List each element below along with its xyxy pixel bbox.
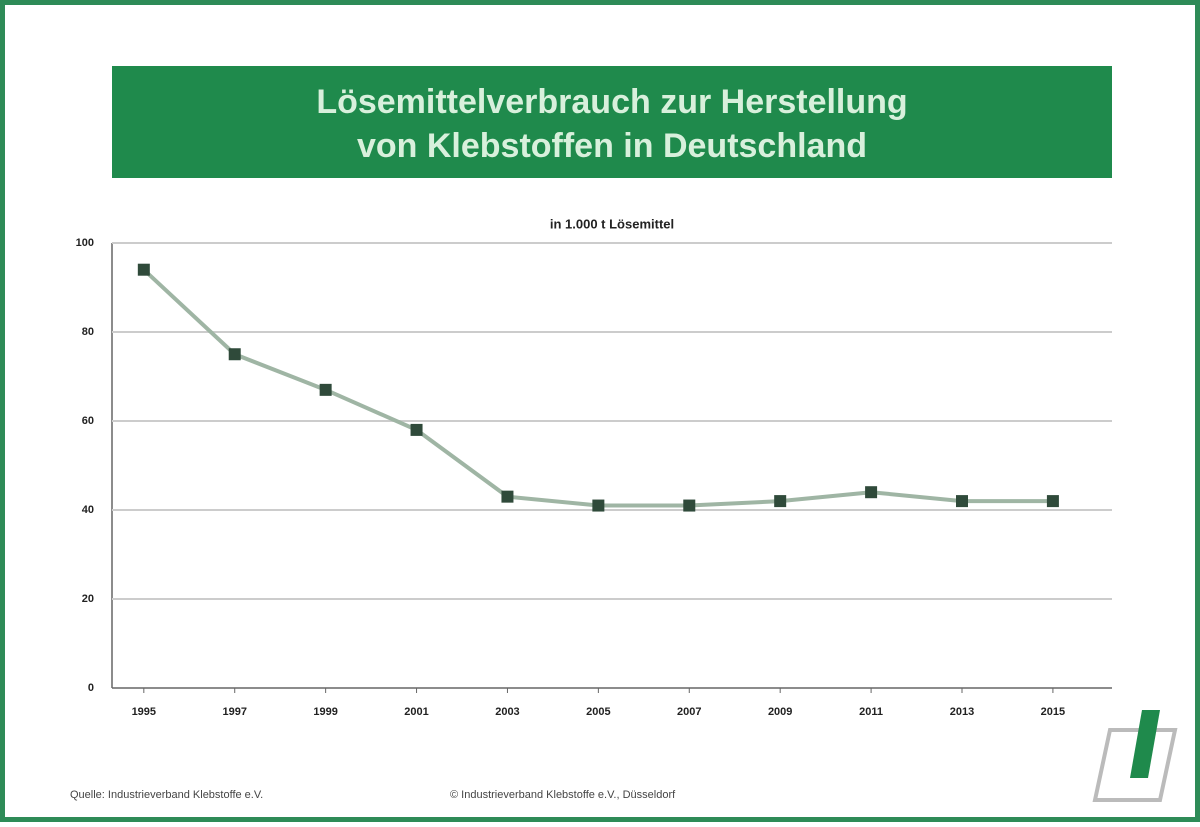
logo-bar [1130,710,1160,778]
y-tick-label: 100 [76,237,94,249]
x-tick-label: 2001 [404,706,428,718]
data-point [319,383,332,396]
chart-title-line-2: von Klebstoffen in Deutschland [357,127,867,165]
x-tick-label: 1997 [222,706,246,718]
y-tick-label: 80 [82,326,94,338]
chart-title-line-1: Lösemittelverbrauch zur Herstellung [316,83,907,121]
y-tick-label: 60 [82,415,94,427]
x-tick-label: 2015 [1041,706,1065,718]
copyright: © Industrieverband Klebstoffe e.V., Düss… [450,789,676,801]
y-tick-label: 0 [88,682,94,694]
data-point [956,495,968,508]
x-tick-label: 2007 [677,706,701,718]
x-tick-label: 2011 [859,706,883,718]
data-point [410,423,423,436]
data-point [137,263,150,276]
y-tick-label: 20 [82,593,94,605]
data-point [228,348,241,361]
data-point [592,499,605,512]
logo [1092,710,1178,802]
x-tick-label: 2003 [495,706,519,718]
data-point [865,486,878,499]
data-point [774,495,787,508]
data-point [1046,495,1059,508]
x-tick-label: 1999 [313,706,337,718]
y-tick-label: 40 [82,504,94,516]
data-point [683,499,696,512]
data-line [142,268,1053,508]
x-tick-label: 1995 [132,706,156,718]
x-tick-label: 2009 [768,706,792,718]
source: Quelle: Industrieverband Klebstoffe e.V. [70,789,263,801]
x-tick-label: 2013 [950,706,974,718]
title-box [112,66,1112,178]
chart-subtitle: in 1.000 t Lösemittel [550,216,674,231]
x-tick-label: 2005 [586,706,610,718]
data-point [501,490,514,503]
